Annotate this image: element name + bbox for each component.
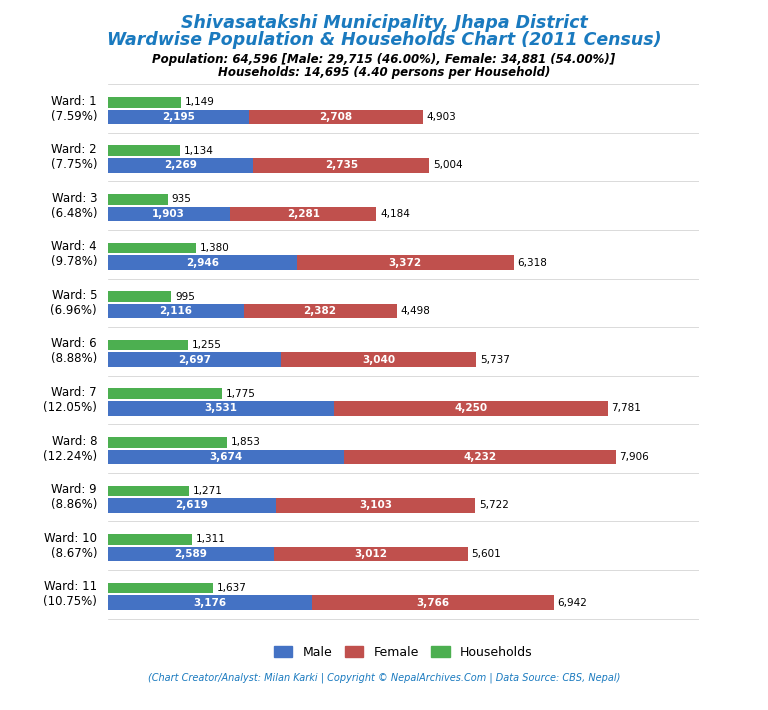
Text: Population: 64,596 [Male: 29,715 (46.00%), Female: 34,881 (54.00%)]: Population: 64,596 [Male: 29,715 (46.00%… [152, 53, 616, 66]
Bar [108, 158, 253, 173]
Bar [108, 449, 343, 464]
Text: 1,380: 1,380 [200, 243, 230, 253]
Text: 5,601: 5,601 [472, 549, 502, 559]
Text: 1,134: 1,134 [184, 146, 214, 155]
Legend: Male, Female, Households: Male, Female, Households [269, 640, 538, 664]
Text: 2,589: 2,589 [174, 549, 207, 559]
Text: 2,116: 2,116 [159, 306, 192, 316]
Text: 1,775: 1,775 [226, 388, 255, 399]
Bar [343, 449, 616, 464]
Bar [108, 534, 192, 545]
Text: 2,708: 2,708 [319, 111, 353, 122]
Bar [108, 401, 335, 415]
Text: 2,735: 2,735 [325, 160, 358, 170]
Bar [108, 352, 281, 367]
Text: 1,255: 1,255 [192, 340, 222, 350]
Text: 5,004: 5,004 [433, 160, 462, 170]
Bar [108, 243, 196, 253]
Bar [108, 146, 180, 156]
Bar [108, 340, 188, 351]
Text: 1,853: 1,853 [230, 437, 260, 447]
Bar [230, 207, 376, 222]
Text: Shivasatakshi Municipality, Jhapa District: Shivasatakshi Municipality, Jhapa Distri… [180, 14, 588, 32]
Bar [108, 486, 189, 496]
Text: Households: 14,695 (4.40 persons per Household): Households: 14,695 (4.40 persons per Hou… [218, 66, 550, 79]
Text: 3,012: 3,012 [354, 549, 387, 559]
Bar [249, 109, 422, 124]
Text: 3,040: 3,040 [362, 355, 396, 365]
Text: 7,781: 7,781 [611, 403, 641, 413]
Bar [108, 304, 243, 318]
Bar [108, 498, 276, 513]
Text: 1,271: 1,271 [193, 486, 223, 496]
Text: 1,903: 1,903 [152, 209, 185, 219]
Text: 4,498: 4,498 [400, 306, 430, 316]
Text: 3,372: 3,372 [389, 258, 422, 268]
Text: 5,722: 5,722 [479, 501, 509, 510]
Bar [274, 547, 468, 562]
Text: 4,232: 4,232 [463, 452, 496, 462]
Bar [108, 547, 274, 562]
Bar [253, 158, 429, 173]
Bar [281, 352, 476, 367]
Text: 935: 935 [171, 195, 191, 204]
Bar [297, 256, 514, 270]
Bar [108, 388, 222, 399]
Text: 3,176: 3,176 [193, 598, 226, 608]
Bar [108, 194, 167, 204]
Text: 2,382: 2,382 [303, 306, 336, 316]
Bar [108, 595, 312, 610]
Text: 1,311: 1,311 [196, 535, 226, 545]
Text: 3,766: 3,766 [416, 598, 449, 608]
Text: 6,318: 6,318 [518, 258, 548, 268]
Bar [108, 256, 297, 270]
Bar [108, 207, 230, 222]
Text: 3,674: 3,674 [209, 452, 242, 462]
Text: 4,184: 4,184 [380, 209, 410, 219]
Text: 3,531: 3,531 [204, 403, 237, 413]
Bar [108, 109, 249, 124]
Bar [312, 595, 554, 610]
Text: 2,619: 2,619 [175, 501, 208, 510]
Bar [108, 291, 171, 302]
Bar [108, 583, 213, 594]
Text: Wardwise Population & Households Chart (2011 Census): Wardwise Population & Households Chart (… [107, 31, 661, 49]
Bar [243, 304, 396, 318]
Text: (Chart Creator/Analyst: Milan Karki | Copyright © NepalArchives.Com | Data Sourc: (Chart Creator/Analyst: Milan Karki | Co… [147, 672, 621, 683]
Text: 2,281: 2,281 [286, 209, 319, 219]
Text: 4,903: 4,903 [426, 111, 456, 122]
Bar [108, 437, 227, 447]
Text: 2,195: 2,195 [161, 111, 194, 122]
Text: 1,149: 1,149 [185, 97, 215, 107]
Text: 995: 995 [175, 292, 195, 302]
Text: 5,737: 5,737 [480, 355, 510, 365]
Text: 4,250: 4,250 [455, 403, 488, 413]
Text: 1,637: 1,637 [217, 583, 247, 593]
Text: 3,103: 3,103 [359, 501, 392, 510]
Bar [108, 97, 181, 108]
Text: 2,697: 2,697 [177, 355, 210, 365]
Text: 6,942: 6,942 [558, 598, 588, 608]
Text: 2,269: 2,269 [164, 160, 197, 170]
Bar [276, 498, 475, 513]
Bar [335, 401, 607, 415]
Text: 7,906: 7,906 [620, 452, 649, 462]
Text: 2,946: 2,946 [186, 258, 219, 268]
